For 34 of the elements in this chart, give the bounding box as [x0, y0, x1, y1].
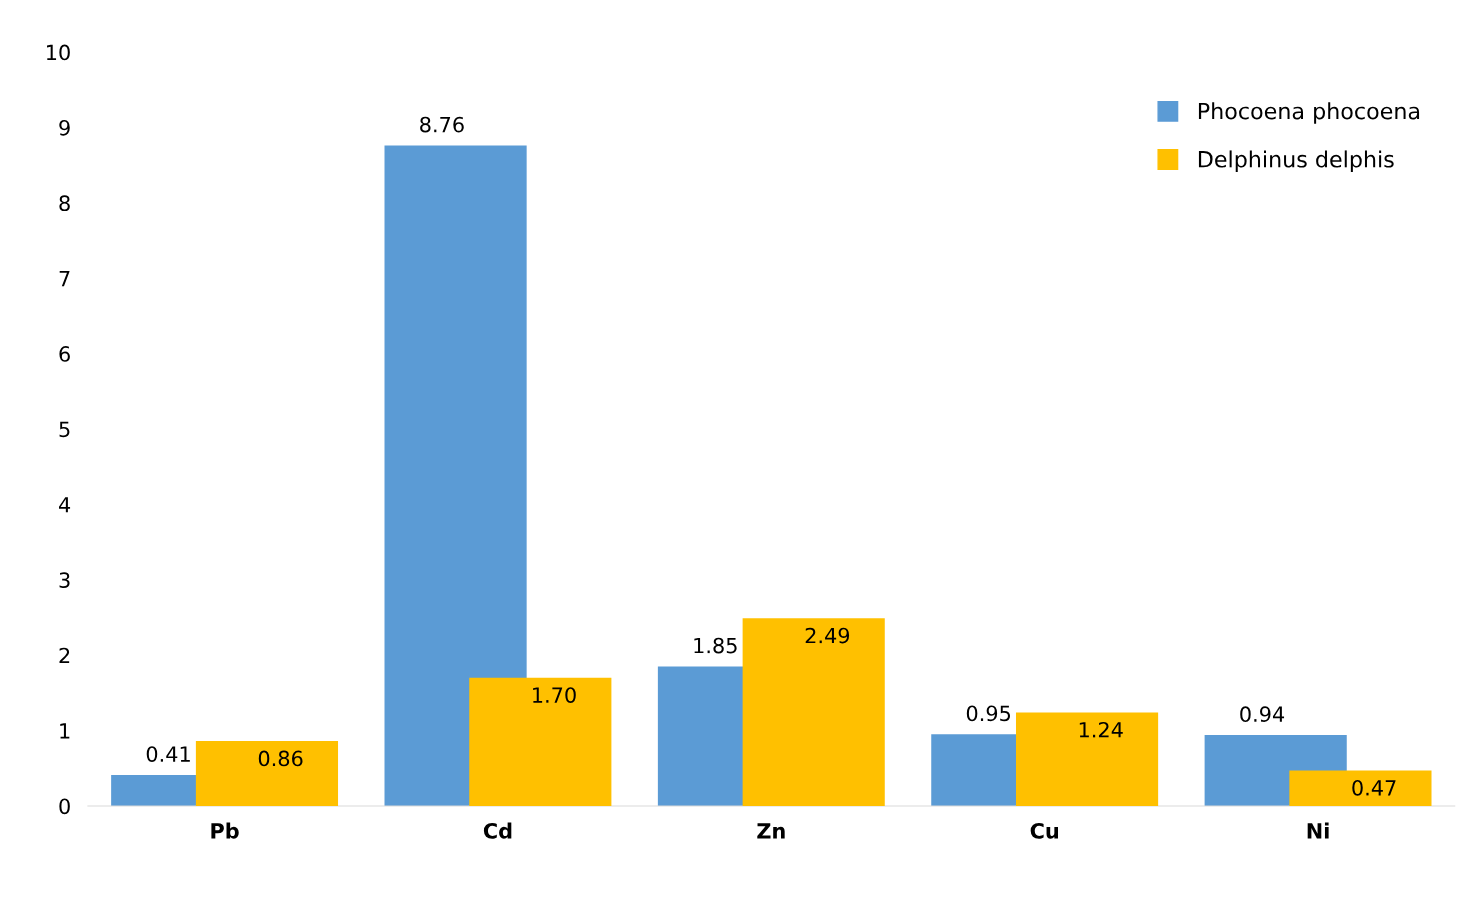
x-tick-label: Cd	[483, 822, 512, 839]
data-label: 0.41	[146, 746, 190, 762]
y-tick-label: 5	[59, 421, 70, 438]
legend-label: Phocoena phocoena	[1198, 102, 1420, 124]
y-tick-label: 6	[59, 346, 70, 362]
y-tick-label: 4	[59, 497, 71, 513]
bar	[469, 677, 612, 806]
data-label: 8.76	[420, 116, 464, 133]
x-tick-label: Zn	[757, 823, 785, 839]
data-label: 0.95	[966, 705, 1011, 722]
data-label: 1.24	[1079, 721, 1123, 738]
data-label: 1.85	[694, 637, 737, 654]
x-tick-label: Ni	[1307, 822, 1329, 839]
data-label: 0.86	[258, 750, 303, 767]
y-tick-label: 1	[60, 723, 70, 739]
bar	[384, 145, 527, 806]
data-label: 0.94	[1240, 706, 1285, 723]
y-tick-label: 9	[59, 119, 70, 136]
bar	[195, 741, 339, 806]
x-tick-label: Pb	[211, 822, 239, 839]
legend-label: Delphinus delphis	[1198, 150, 1394, 172]
y-tick-label: 7	[59, 270, 70, 287]
y-tick-label: 10	[47, 44, 70, 61]
y-tick-label: 8	[59, 195, 70, 212]
y-tick-label: 2	[59, 647, 70, 664]
y-tick-label: 0	[59, 798, 70, 815]
data-label: 0.47	[1352, 779, 1396, 796]
data-label: 2.49	[805, 627, 850, 644]
data-label: 1.70	[533, 687, 576, 703]
x-tick-label: Cu	[1030, 822, 1058, 839]
bar	[742, 618, 885, 806]
bar	[1015, 712, 1159, 806]
y-tick-label: 3	[59, 572, 70, 589]
bar	[1289, 770, 1432, 806]
